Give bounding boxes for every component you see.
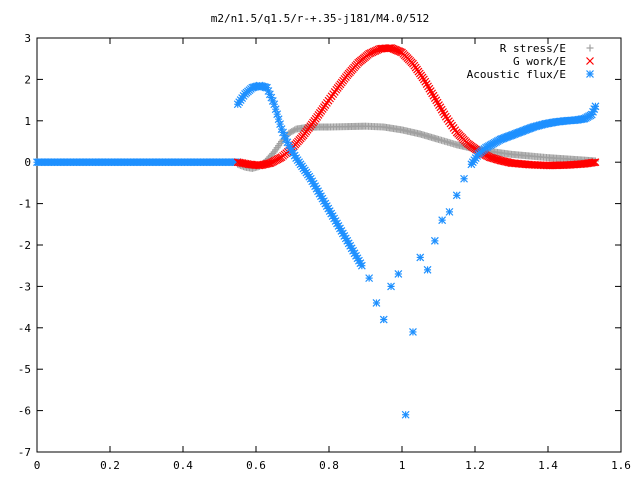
y-tick-label: -1 [18,198,31,211]
y-tick-label: -3 [18,280,31,293]
legend-marker [586,44,594,52]
series-acoustic-zero-segment [33,158,241,167]
point-acoustic-flux-e [401,410,410,419]
point-g-work-e [426,87,435,95]
x-tick-label: 0.8 [319,459,339,472]
point-acoustic-flux-e [372,299,381,307]
point-acoustic-flux-e [365,274,374,283]
y-tick-label: -2 [18,239,31,252]
point-g-work-e [433,98,442,107]
point-g-work-e [432,96,441,105]
point-g-work-e [436,103,445,112]
point-acoustic-flux-e [319,197,328,206]
point-g-work-e [235,158,244,167]
point-acoustic-flux-e [438,216,447,225]
x-tick-label: 0 [34,459,41,472]
point-acoustic-flux-e [394,270,403,278]
axes: 0 0.2 0.4 0.6 0.8 1 1.2 1.4 1.6 3 2 1 0 -1 -2 -3 -4 -5 -6 -… [18,32,631,472]
point-g-work-e [591,158,600,167]
point-acoustic-flux-e [271,105,280,114]
y-tick-label: 2 [24,73,31,86]
x-tick-label: 1.2 [465,459,485,472]
point-g-work-e [265,159,274,168]
point-g-work-e [430,94,439,102]
legend-label: G work/E [513,55,566,68]
x-tick-label: 1.6 [611,459,631,472]
x-tick-label: 0.4 [173,459,193,472]
point-acoustic-flux-e [591,102,600,111]
point-acoustic-flux-e [270,100,279,109]
y-tick-label: -6 [18,405,31,418]
point-acoustic-flux-e [452,191,461,200]
y-tick-label: 1 [24,115,31,128]
point-g-work-e [590,158,599,167]
series-2 [233,81,600,419]
legend-marker [586,70,594,78]
point-g-work-e [419,75,428,84]
point-g-work-e [428,89,437,98]
point-g-work-e [240,159,248,168]
point-g-work-e [421,77,430,86]
y-tick-label: -7 [18,446,31,459]
chart-title: m2/n1.5/q1.5/r-+.35-j181/M4.0/512 [211,12,430,25]
y-tick-label: 0 [24,156,31,169]
x-tick-label: 1.4 [538,459,558,472]
point-g-work-e [437,105,446,114]
point-acoustic-flux-e [445,207,454,216]
point-g-work-e [236,158,245,167]
point-g-work-e [424,82,432,91]
point-g-work-e [588,158,597,167]
legend-label: Acoustic flux/E [467,68,566,81]
point-acoustic-flux-e [387,282,395,291]
point-acoustic-flux-e [276,120,285,129]
y-tick-label: -5 [18,363,31,376]
point-g-work-e [425,84,434,93]
point-g-work-e [435,101,443,109]
point-g-work-e [440,110,449,119]
point-acoustic-flux-e [357,261,366,270]
x-tick-label: 0.6 [246,459,266,472]
point-acoustic-flux-e [409,328,417,336]
point-acoustic-flux-e [274,115,283,124]
point-g-work-e [238,159,247,168]
y-tick-label: 3 [24,32,31,45]
legend-marker [586,57,594,65]
legend-label: R stress/E [500,42,566,55]
point-g-work-e [429,91,438,100]
point-acoustic-flux-e [379,315,388,324]
point-g-work-e [422,80,431,88]
point-r-stress-e [269,150,277,158]
point-acoustic-flux-e [273,110,282,119]
series-layer [33,44,600,419]
point-acoustic-flux-e [460,174,468,183]
x-tick-label: 1 [399,459,406,472]
point-acoustic-flux-e [430,236,439,245]
point-g-work-e [233,158,242,167]
point-acoustic-flux-e [423,265,432,274]
x-tick-label: 0.2 [100,459,120,472]
y-tick-label: -4 [18,322,32,335]
point-g-work-e [439,108,447,116]
point-acoustic-flux-e [416,253,425,262]
